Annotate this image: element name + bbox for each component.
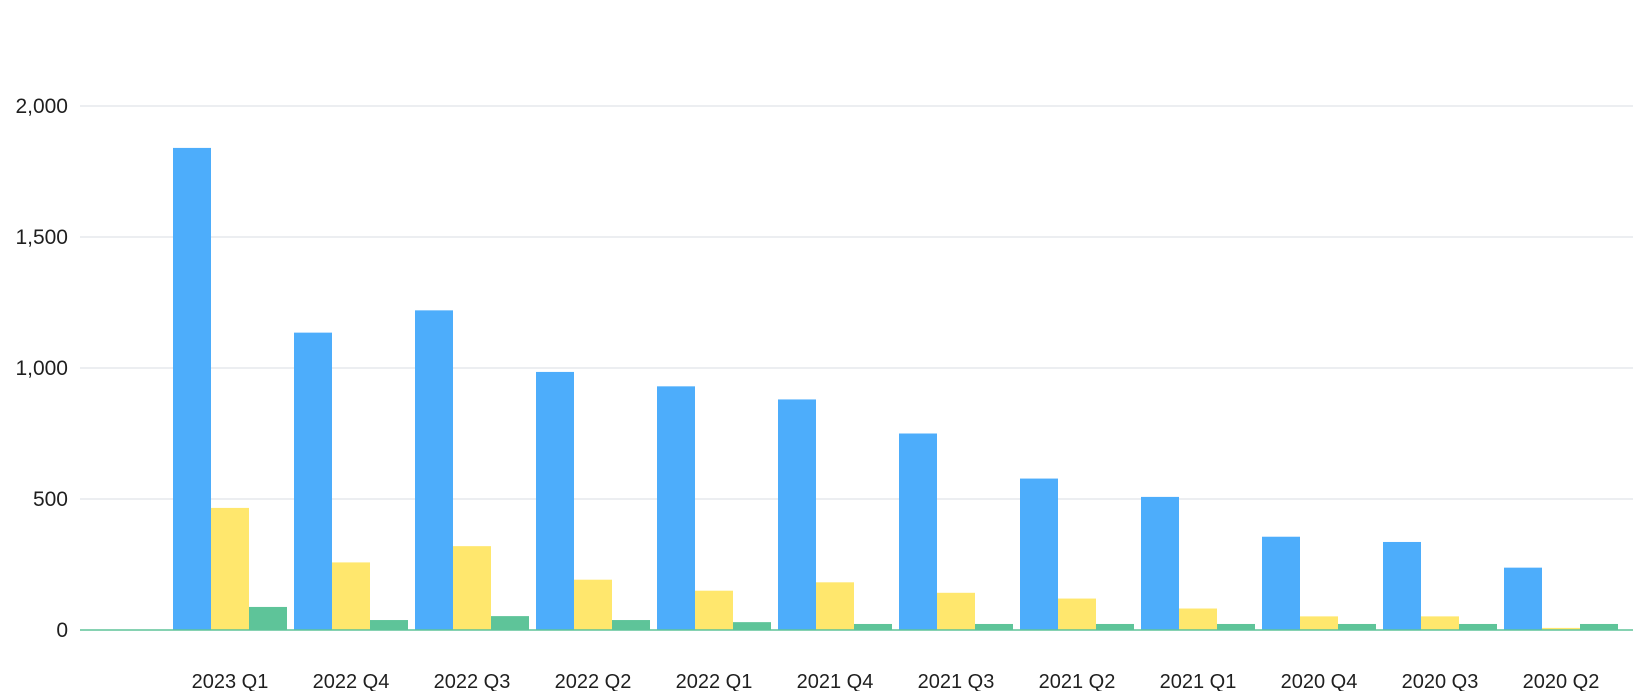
x-tick-label: 2022 Q4 — [313, 671, 390, 691]
bar — [816, 582, 854, 630]
bar — [173, 147, 211, 631]
bar — [211, 507, 249, 630]
x-tick-label: 2022 Q1 — [676, 671, 753, 691]
bar — [1058, 598, 1096, 630]
bar — [1338, 623, 1376, 630]
x-tick-label: 2020 Q2 — [1523, 671, 1600, 691]
bar — [854, 623, 892, 630]
bar — [657, 386, 695, 630]
bar — [1179, 608, 1217, 630]
bar — [1300, 616, 1338, 630]
bar-series — [173, 147, 1618, 631]
x-tick-label: 2020 Q3 — [1402, 671, 1479, 691]
bar — [1141, 496, 1179, 630]
x-tick-label: 2022 Q2 — [555, 671, 632, 691]
y-tick-label: 1,500 — [15, 226, 68, 249]
x-tick-label: 2023 Q1 — [192, 671, 269, 691]
bar — [332, 562, 370, 630]
bar — [370, 620, 408, 630]
bar — [695, 590, 733, 630]
x-axis-labels: 2023 Q1 2022 Q4 2022 Q3 2022 Q2 2022 Q1 2021 … — [192, 671, 1600, 691]
bar — [1020, 478, 1058, 630]
bar — [733, 622, 771, 630]
x-tick-label: 2021 Q2 — [1039, 671, 1116, 691]
x-tick-label: 2020 Q4 — [1281, 671, 1358, 691]
bar — [1421, 616, 1459, 630]
bar — [937, 592, 975, 630]
y-tick-label: 500 — [33, 488, 68, 511]
bar — [491, 616, 529, 630]
bar — [612, 620, 650, 630]
bar — [1580, 623, 1618, 630]
bar — [778, 399, 816, 630]
y-axis-ticks: 0 500 1,000 1,500 2,000 — [15, 95, 68, 642]
y-tick-label: 0 — [56, 619, 68, 642]
bar — [1217, 623, 1255, 630]
bar — [1383, 541, 1421, 630]
bar — [1542, 627, 1580, 630]
bar — [453, 546, 491, 630]
gridlines — [80, 105, 1633, 500]
bar — [1459, 623, 1497, 630]
x-tick-label: 2021 Q1 — [1160, 671, 1237, 691]
bar — [1262, 536, 1300, 630]
bar — [536, 371, 574, 630]
bar — [1096, 623, 1134, 630]
bar — [1504, 567, 1542, 630]
x-tick-label: 2022 Q3 — [434, 671, 511, 691]
y-tick-label: 1,000 — [15, 357, 68, 380]
y-tick-label: 2,000 — [15, 95, 68, 118]
bar — [294, 332, 332, 630]
x-tick-label: 2021 Q4 — [797, 671, 874, 691]
bar — [899, 433, 937, 630]
bar — [574, 579, 612, 630]
bar — [415, 310, 453, 630]
bar — [975, 623, 1013, 630]
bar — [249, 606, 287, 630]
x-tick-label: 2021 Q3 — [918, 671, 995, 691]
